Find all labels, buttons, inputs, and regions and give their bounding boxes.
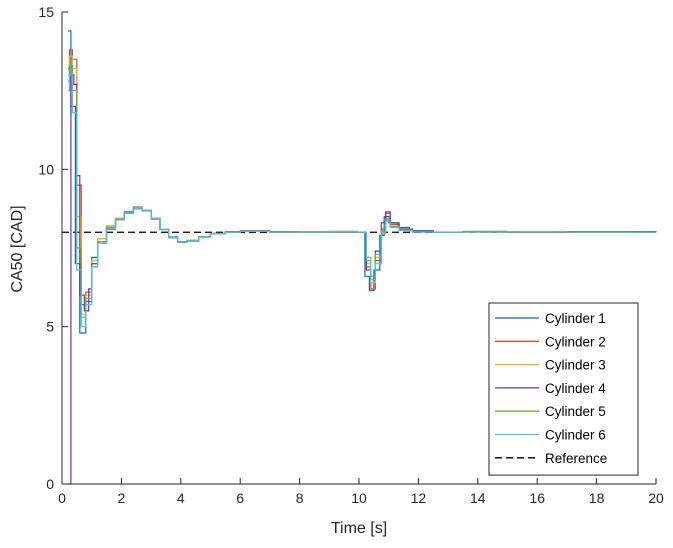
series-line-cylinder-6 — [67, 74, 656, 328]
x-tick-label: 6 — [236, 490, 244, 506]
y-tick-label: 0 — [46, 476, 54, 492]
x-tick-label: 4 — [177, 490, 185, 506]
legend-box — [488, 302, 639, 476]
x-axis-label: Time [s] — [331, 520, 387, 537]
legend-entry-label: Cylinder 6 — [545, 428, 606, 443]
x-tick-label: 10 — [351, 490, 367, 506]
x-tick-label: 0 — [58, 490, 66, 506]
x-tick-label: 18 — [589, 490, 605, 506]
series-layer — [62, 30, 657, 485]
legend-entry-label: Cylinder 5 — [545, 404, 606, 419]
y-axis-label: CA50 [CAD] — [9, 205, 26, 292]
legend-entry-label: Cylinder 1 — [545, 311, 606, 326]
y-tick-label: 15 — [38, 4, 54, 20]
axes-layer: 0 2 4 6 8 10 12 14 16 18 20 0 5 10 15 — [38, 4, 664, 506]
y-tick-label: 5 — [46, 319, 54, 335]
y-tick-label: 10 — [38, 161, 54, 177]
legend-entry-label: Reference — [545, 451, 607, 466]
legend-entry-label: Cylinder 4 — [545, 381, 606, 396]
legend-entry-label: Cylinder 3 — [545, 358, 606, 373]
legend-entry-label: Cylinder 2 — [545, 334, 606, 349]
x-tick-label: 8 — [296, 490, 304, 506]
legend: Cylinder 1 Cylinder 2 Cylinder 3 Cylinder 4… — [488, 302, 639, 476]
x-tick-label: 16 — [529, 490, 545, 506]
x-tick-label: 20 — [648, 490, 664, 506]
x-tick-label: 2 — [118, 490, 126, 506]
x-tick-label: 12 — [411, 490, 427, 506]
x-tick-label: 14 — [470, 490, 486, 506]
